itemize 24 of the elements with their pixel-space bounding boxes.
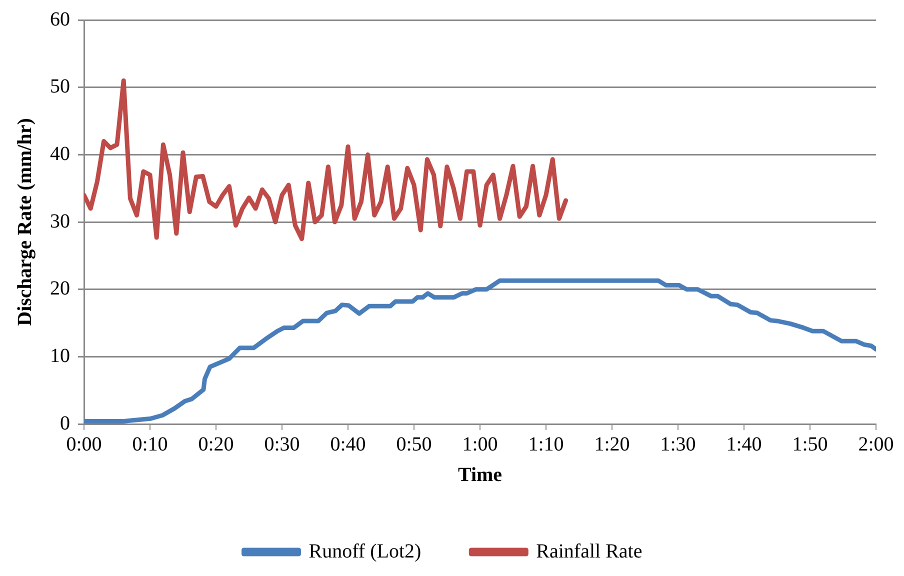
- x-tick-label: 1:40: [726, 433, 762, 456]
- x-tick-label: 0:10: [132, 433, 168, 456]
- x-tick-label: 0:30: [264, 433, 300, 456]
- y-axis-title: Discharge Rate (mm/hr): [14, 118, 36, 326]
- x-tick-label: 1:00: [462, 433, 498, 456]
- y-tick-label: 20: [50, 278, 70, 300]
- x-tick-label: 1:10: [528, 433, 564, 456]
- x-tick-label: 1:20: [594, 433, 630, 456]
- legend-label: Rainfall Rate: [536, 540, 642, 562]
- x-tick-label: 0:40: [330, 433, 366, 456]
- y-tick-label: 60: [50, 8, 70, 30]
- x-tick-label: 0:20: [198, 433, 234, 456]
- x-tick-label: 1:30: [660, 433, 696, 456]
- x-tick-label: 0:00: [66, 433, 102, 456]
- x-tick-label: 1:50: [792, 433, 828, 456]
- x-axis-title: Time: [458, 464, 502, 486]
- y-tick-label: 10: [50, 344, 70, 367]
- y-tick-label: 40: [50, 142, 70, 165]
- y-tick-label: 50: [50, 76, 70, 98]
- legend-label: Runoff (Lot2): [308, 540, 422, 562]
- y-tick-label: 0: [60, 412, 70, 434]
- x-tick-label: 2:00: [858, 433, 894, 456]
- x-tick-label: 0:50: [396, 433, 432, 456]
- y-tick-label: 30: [50, 210, 70, 232]
